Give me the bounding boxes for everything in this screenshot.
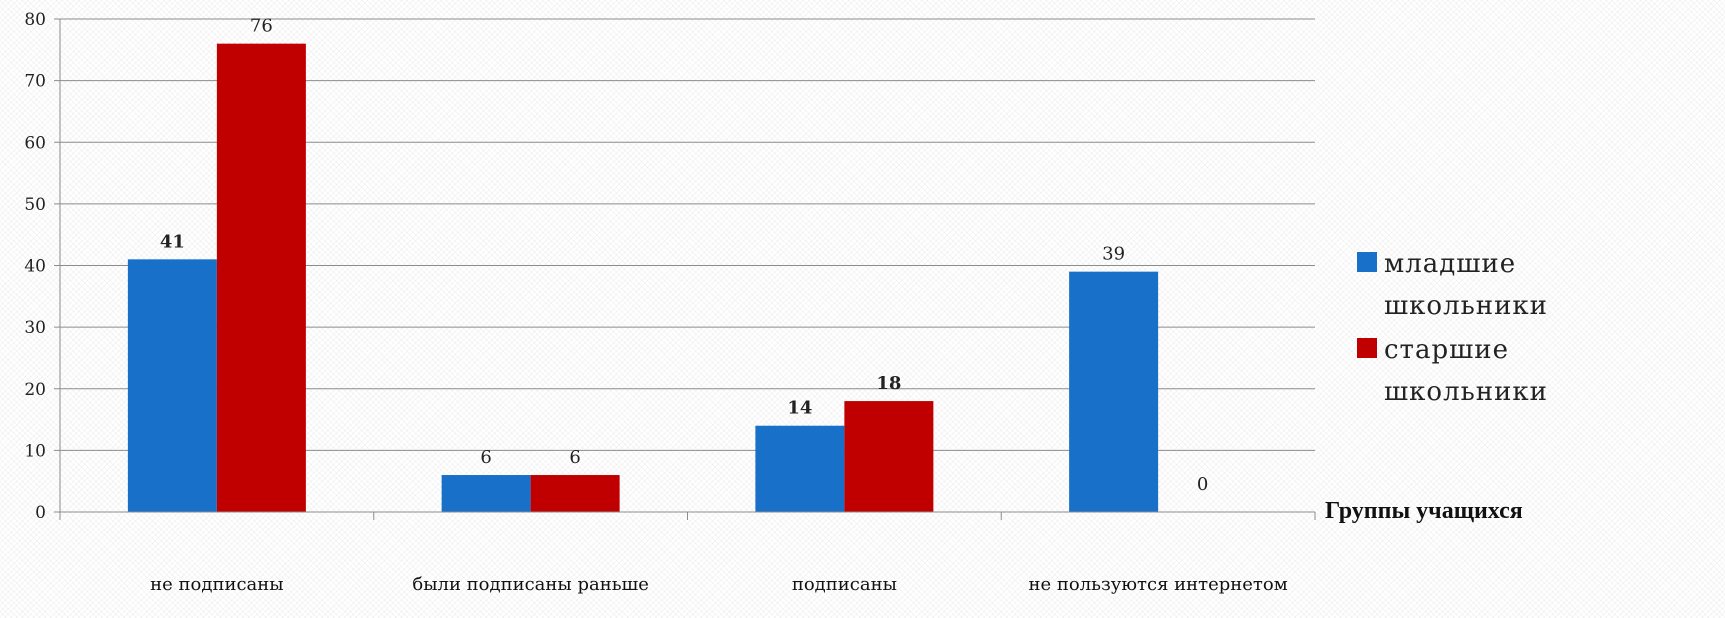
data-label: 6 xyxy=(569,447,580,468)
bar xyxy=(755,425,845,512)
x-category-label: подписаны xyxy=(792,574,897,595)
y-tick-label: 50 xyxy=(24,195,46,215)
legend-label: школьники xyxy=(1384,377,1548,407)
legend-label: старшие xyxy=(1384,335,1509,365)
y-tick-label: 30 xyxy=(24,318,46,338)
bar xyxy=(441,475,531,512)
bar xyxy=(216,43,306,513)
x-category-label: не подписаны xyxy=(150,574,283,595)
data-label: 18 xyxy=(876,373,901,394)
data-label: 14 xyxy=(787,398,812,419)
x-category-label: были подписаны раньше xyxy=(412,574,649,595)
bars xyxy=(127,43,1159,513)
bar xyxy=(1069,271,1159,512)
data-label: 6 xyxy=(480,447,491,468)
y-tick-label: 0 xyxy=(35,503,46,523)
y-tick-label: 80 xyxy=(24,10,46,30)
bar xyxy=(530,475,620,512)
y-axis-ticks: 0 10 20 30 40 50 60 70 80 xyxy=(24,10,60,523)
legend-swatch xyxy=(1357,252,1377,272)
data-labels: 41 6 14 39 76 6 18 0 xyxy=(160,16,1209,495)
data-label: 76 xyxy=(250,16,273,37)
x-axis: не подписаны были подписаны раньше подписа… xyxy=(59,19,1316,595)
legend-label: младшие xyxy=(1384,249,1516,279)
y-tick-label: 10 xyxy=(24,441,46,461)
y-tick-label: 20 xyxy=(24,380,46,400)
legend-label: школьники xyxy=(1384,291,1548,321)
data-label: 41 xyxy=(160,231,185,252)
y-tick-label: 40 xyxy=(24,257,46,277)
data-label: 0 xyxy=(1197,474,1208,495)
y-tick-label: 60 xyxy=(24,133,46,153)
legend: младшие школьники старшие школьники xyxy=(1357,249,1548,407)
data-label: 39 xyxy=(1102,244,1125,265)
bar xyxy=(127,259,217,512)
x-category-label: не пользуются интернетом xyxy=(1029,574,1288,595)
legend-swatch xyxy=(1357,338,1377,358)
x-axis-title: Группы учащихся xyxy=(1325,498,1523,524)
bar xyxy=(844,401,934,512)
y-tick-label: 70 xyxy=(24,72,46,92)
